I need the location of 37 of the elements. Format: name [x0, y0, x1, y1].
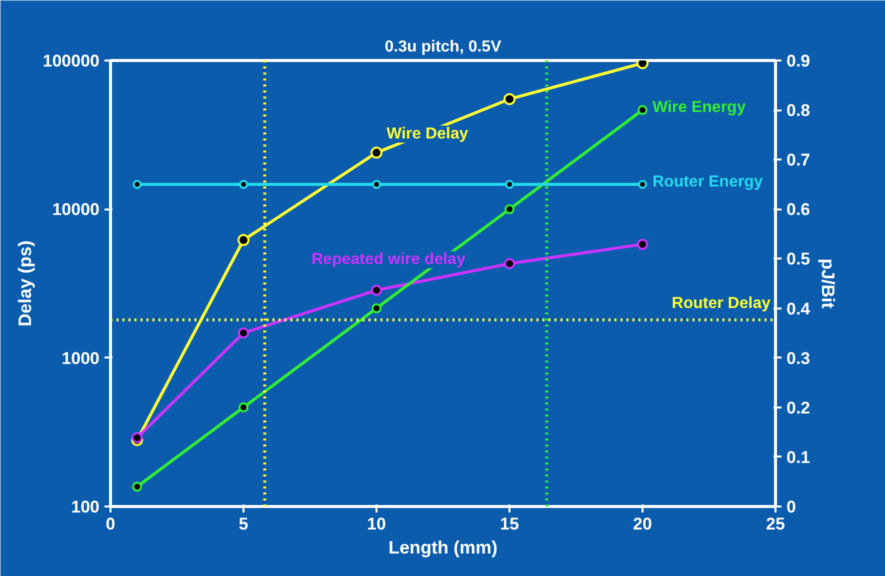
- y-tick-label: 10000: [52, 200, 100, 220]
- y2-tick-label: 0.6: [786, 200, 810, 220]
- x-tick-label: 20: [633, 514, 652, 534]
- y2-tick-label: 0.9: [786, 52, 810, 70]
- y2-tick-label: 0.3: [786, 348, 810, 368]
- y2-tick-label: 0: [786, 498, 796, 516]
- y-axis-title: Delay (ps): [14, 240, 35, 327]
- y-tick-label: 100000: [42, 52, 100, 70]
- series-label: Wire Energy: [652, 99, 746, 116]
- point: [504, 258, 515, 270]
- point: [371, 284, 382, 296]
- chart-title: 0.3u pitch, 0.5V: [384, 38, 502, 56]
- point: [504, 93, 516, 106]
- y-tick-label: 100: [71, 498, 100, 516]
- y2-tick-label: 0.7: [786, 150, 810, 170]
- x-tick-label: 15: [500, 514, 519, 534]
- point: [637, 238, 648, 250]
- ref-line-label: Router Delay: [672, 294, 771, 312]
- x-tick-label: 10: [367, 514, 386, 534]
- y2-tick-label: 0.2: [786, 398, 810, 418]
- point: [238, 327, 249, 338]
- x-axis-title: Length (mm): [388, 538, 498, 558]
- y2-axis-title: pJ/Bit: [818, 258, 838, 309]
- point: [238, 234, 250, 246]
- y2-tick-label: 0.5: [786, 250, 810, 269]
- y2-tick-label: 0.8: [786, 101, 810, 120]
- y2-tick-label: 0.4: [786, 299, 811, 318]
- x-tick-label: 5: [238, 514, 248, 534]
- series-label: Repeated wire delay: [312, 251, 466, 268]
- x-tick-label: 25: [766, 514, 785, 534]
- series-label: Wire Delay: [386, 126, 468, 143]
- x-tick-label: 0: [106, 514, 116, 534]
- point: [370, 146, 382, 159]
- point: [132, 432, 143, 444]
- series-label: Router Energy: [652, 173, 763, 190]
- y2-tick-label: 0.1: [786, 448, 810, 467]
- y-tick-label: 1000: [62, 348, 100, 368]
